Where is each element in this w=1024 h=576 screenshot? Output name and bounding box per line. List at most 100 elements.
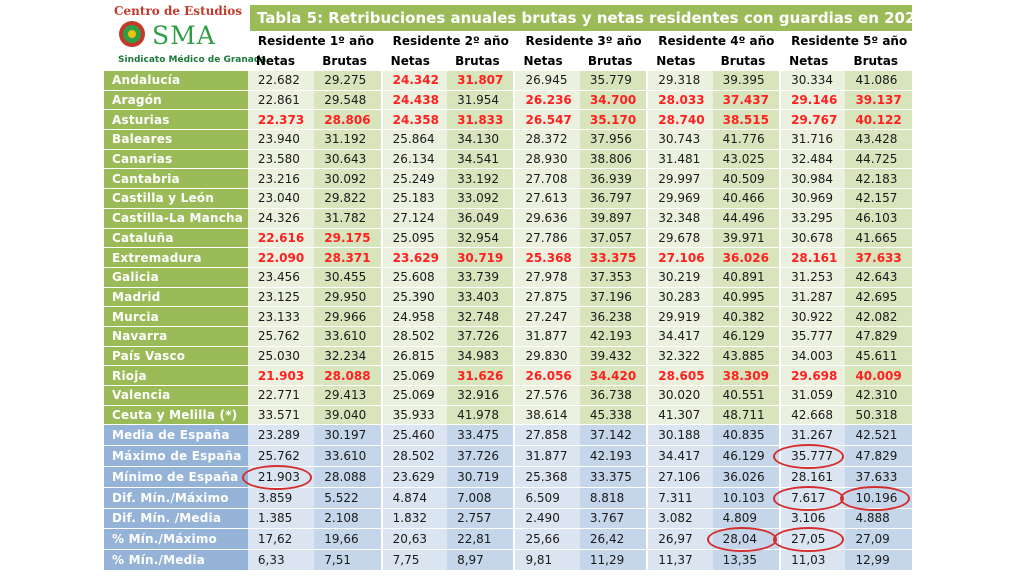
value-cell: 31.954 xyxy=(447,90,514,111)
stats-label: % Mín./Máximo xyxy=(104,529,248,551)
stats-row: Máximo de España 25.762 33.610 28.502 37.726… xyxy=(104,446,912,467)
value-cell: 42.695 xyxy=(845,287,912,308)
value-cell: 29.548 xyxy=(314,90,381,111)
stats-cell: 25.460 xyxy=(380,425,448,447)
value-cell: 27.106 xyxy=(646,248,713,268)
stats-cell: 28.161 xyxy=(779,466,846,488)
value-cell: 29.822 xyxy=(314,189,381,209)
value-cell: 40.995 xyxy=(712,287,780,308)
value-cell: 35.170 xyxy=(579,110,647,131)
value-cell: 37.437 xyxy=(712,90,780,111)
value-cell: 29.919 xyxy=(646,307,713,327)
sma-logo: Centro de Estudios SMA Sindicato Médico … xyxy=(104,2,266,70)
stats-cell: 23.629 xyxy=(380,466,448,488)
corner-cell xyxy=(104,50,248,71)
value-cell: 45.611 xyxy=(845,346,912,367)
stats-cell: 7.311 xyxy=(646,487,713,509)
salary-table: Residente 1º año Residente 2º año Resident… xyxy=(104,31,912,571)
value-cell: 25.368 xyxy=(513,248,580,268)
value-cell: 27.124 xyxy=(380,208,448,229)
value-cell: 31.807 xyxy=(447,71,514,91)
value-cell: 30.092 xyxy=(314,169,381,190)
region-label: Andalucía xyxy=(104,71,248,91)
value-cell: 33.403 xyxy=(447,287,514,308)
value-cell: 28.371 xyxy=(314,248,381,268)
value-cell: 40.122 xyxy=(845,110,912,131)
value-cell: 30.743 xyxy=(646,130,713,150)
value-cell: 32.748 xyxy=(447,307,514,327)
value-cell: 23.456 xyxy=(247,267,315,288)
value-cell: 32.348 xyxy=(646,208,713,229)
stats-row: % Mín./Media 6,33 7,51 7,75 8,97 9,81 11,29 11,… xyxy=(104,550,912,571)
group-header: Residente 5º año xyxy=(779,31,912,50)
value-cell: 26.056 xyxy=(513,366,580,386)
subheader-cell: Brutas xyxy=(720,53,766,68)
stats-cell: 27,09 xyxy=(845,529,912,551)
value-cell: 29.678 xyxy=(646,228,713,249)
value-cell: 43.025 xyxy=(712,149,780,170)
value-cell: 39.897 xyxy=(579,208,647,229)
value-cell: 27.613 xyxy=(513,189,580,209)
region-label: Cataluña xyxy=(104,228,248,249)
subheader-row: Netas Brutas Netas Brutas Netas Brutas Netas Br… xyxy=(104,50,912,71)
value-cell: 28.372 xyxy=(513,130,580,150)
value-cell: 29.698 xyxy=(779,366,846,386)
stats-cell: 2.490 xyxy=(513,508,580,530)
value-cell: 23.125 xyxy=(247,287,315,308)
stats-cell: 3.859 xyxy=(247,487,315,509)
stats-row: Dif. Mín. /Media 1.385 2.108 1.832 2.757 2.49… xyxy=(104,508,912,530)
stats-cell: 30.197 xyxy=(314,425,381,447)
value-cell: 29.146 xyxy=(779,90,846,111)
value-cell: 22.861 xyxy=(247,90,315,111)
value-cell: 36.797 xyxy=(579,189,647,209)
value-cell: 21.903 xyxy=(247,366,315,386)
value-cell: 31.253 xyxy=(779,267,846,288)
table-row: Cataluña 22.616 29.175 25.095 32.954 27.786 37… xyxy=(104,228,912,249)
table-row: País Vasco 25.030 32.234 26.815 34.983 29.830… xyxy=(104,346,912,367)
region-label: Valencia xyxy=(104,386,248,406)
value-cell: 34.420 xyxy=(579,366,647,386)
table-row: Rioja 21.903 28.088 25.069 31.626 26.056 34.42… xyxy=(104,366,912,386)
value-cell: 29.318 xyxy=(646,71,713,91)
stats-cell: 6.509 xyxy=(513,487,580,509)
value-cell: 31.481 xyxy=(646,149,713,170)
value-cell: 41.776 xyxy=(712,130,780,150)
value-cell: 41.665 xyxy=(845,228,912,249)
value-cell: 37.196 xyxy=(579,287,647,308)
value-cell: 41.307 xyxy=(646,405,713,426)
region-label: Madrid xyxy=(104,287,248,308)
value-cell: 30.719 xyxy=(447,248,514,268)
value-cell: 44.725 xyxy=(845,149,912,170)
stats-cell: 31.267 xyxy=(779,425,846,447)
stats-cell: 35.777 xyxy=(779,446,846,467)
value-cell: 25.095 xyxy=(380,228,448,249)
stats-label: % Mín./Media xyxy=(104,550,248,571)
value-cell: 30.283 xyxy=(646,287,713,308)
value-cell: 45.338 xyxy=(579,405,647,426)
value-cell: 29.969 xyxy=(646,189,713,209)
value-cell: 22.090 xyxy=(247,248,315,268)
value-cell: 26.547 xyxy=(513,110,580,131)
stats-cell: 22,81 xyxy=(447,529,514,551)
value-cell: 42.668 xyxy=(779,405,846,426)
value-cell: 23.133 xyxy=(247,307,315,327)
stats-cell: 26,97 xyxy=(646,529,713,551)
value-cell: 39.432 xyxy=(579,346,647,367)
stats-cell: 13,35 xyxy=(712,550,780,571)
value-cell: 30.020 xyxy=(646,386,713,406)
stats-cell: 2.757 xyxy=(447,508,514,530)
stats-cell: 42.521 xyxy=(845,425,912,447)
value-cell: 27.786 xyxy=(513,228,580,249)
value-cell: 26.815 xyxy=(380,346,448,367)
value-cell: 33.192 xyxy=(447,169,514,190)
stats-cell: 7,51 xyxy=(314,550,381,571)
value-cell: 35.777 xyxy=(779,326,846,347)
value-cell: 36.238 xyxy=(579,307,647,327)
stats-row: Media de España 23.289 30.197 25.460 33.475 2… xyxy=(104,425,912,447)
stats-cell: 5.522 xyxy=(314,487,381,509)
stats-label: Máximo de España xyxy=(104,446,248,467)
stats-cell: 34.417 xyxy=(646,446,713,467)
value-cell: 44.496 xyxy=(712,208,780,229)
value-cell: 30.984 xyxy=(779,169,846,190)
value-cell: 38.309 xyxy=(712,366,780,386)
